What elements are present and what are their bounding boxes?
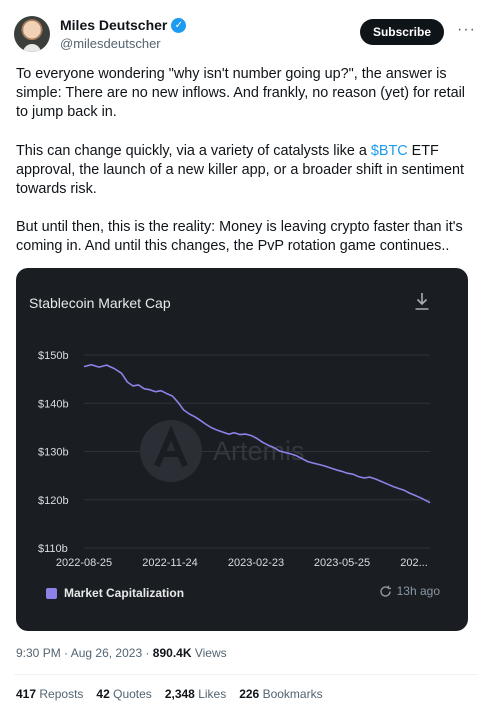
market-cap-series-line[interactable] bbox=[83, 363, 431, 504]
y-tick-label: $110b bbox=[38, 543, 68, 555]
engagement-stats: 417 Reposts 42 Quotes 2,348 Likes 226 Bo… bbox=[16, 687, 323, 701]
chart-legend[interactable]: Market Capitalization bbox=[46, 586, 184, 600]
author-handle[interactable]: @milesdeutscher bbox=[60, 36, 161, 51]
quotes-label: Quotes bbox=[113, 687, 152, 701]
more-options-icon[interactable]: ··· bbox=[457, 21, 476, 38]
bookmarks-count: 226 bbox=[239, 687, 260, 701]
views-label: Views bbox=[194, 646, 227, 660]
refresh-icon bbox=[379, 585, 391, 597]
likes-count: 2,348 bbox=[164, 687, 195, 701]
quotes-stat[interactable]: 42 Quotes bbox=[96, 687, 151, 701]
btc-cashtag-link[interactable]: $BTC bbox=[370, 142, 408, 159]
tweet-paragraph-3: But until then, this is the reality: Mon… bbox=[16, 219, 463, 255]
stablecoin-chart: Artemis $150b $140b $130b $120b $110b 2022-0… bbox=[38, 350, 431, 569]
tweet-paragraph-2: This can change quickly, via a variety o… bbox=[16, 142, 478, 200]
tweet-paragraph-1: To everyone wondering "why isn't number … bbox=[16, 66, 465, 121]
chart-title: Stablecoin Market Cap bbox=[29, 295, 171, 311]
y-tick-label: $140b bbox=[38, 398, 69, 410]
chart-card[interactable]: Stablecoin Market Cap Artemis $150b $140b… bbox=[16, 268, 468, 631]
avatar[interactable] bbox=[14, 16, 50, 52]
author-name-row[interactable]: Miles Deutscher ✓ bbox=[60, 17, 187, 34]
reposts-label: Reposts bbox=[39, 687, 84, 701]
subscribe-button[interactable]: Subscribe bbox=[359, 19, 444, 45]
bookmarks-label: Bookmarks bbox=[262, 687, 323, 701]
y-tick-label: $120b bbox=[38, 495, 69, 507]
x-tick-label: 2022-11-24 bbox=[142, 557, 197, 569]
verified-badge-icon: ✓ bbox=[171, 18, 187, 33]
tweet-header: Miles Deutscher ✓ @milesdeutscher Subscr… bbox=[14, 14, 478, 56]
tweet-text-segment: ETF approval, the launch of a new killer… bbox=[16, 142, 464, 198]
tweet-time[interactable]: 9:30 PM bbox=[16, 646, 61, 660]
watermark-text: Artemis bbox=[213, 436, 305, 466]
likes-stat[interactable]: 2,348 Likes bbox=[165, 687, 226, 701]
tweet-text: To everyone wondering "why isn't number … bbox=[16, 65, 478, 276]
bookmarks-stat[interactable]: 226 Bookmarks bbox=[239, 687, 322, 701]
y-tick-label: $150b bbox=[38, 350, 69, 362]
y-tick-label: $130b bbox=[38, 447, 69, 459]
x-tick-label: 2022-08-25 bbox=[56, 557, 112, 569]
updated-indicator[interactable]: 13h ago bbox=[379, 584, 440, 598]
tweet-text-segment: This can change quickly, via a variety o… bbox=[16, 142, 371, 159]
author-block: Miles Deutscher ✓ @milesdeutscher bbox=[60, 17, 187, 52]
tweet-meta: 9:30 PM · Aug 26, 2023 · 890.4K Views bbox=[16, 646, 227, 660]
views-count: 890.4K bbox=[152, 646, 192, 660]
author-display-name[interactable]: Miles Deutscher bbox=[60, 17, 168, 33]
likes-label: Likes bbox=[198, 687, 227, 701]
reposts-stat[interactable]: 417 Reposts bbox=[16, 687, 83, 701]
x-tick-label: 2023-02-23 bbox=[228, 557, 284, 569]
reposts-count: 417 bbox=[16, 687, 37, 701]
x-tick-label: 2023-05-25 bbox=[314, 557, 370, 569]
divider bbox=[14, 674, 478, 675]
x-tick-label: 202... bbox=[400, 557, 428, 569]
legend-swatch bbox=[46, 587, 57, 599]
updated-label: 13h ago bbox=[396, 584, 440, 598]
quotes-count: 42 bbox=[96, 687, 110, 701]
legend-label: Market Capitalization bbox=[64, 586, 185, 600]
artemis-watermark: Artemis bbox=[140, 420, 305, 482]
tweet-date[interactable]: Aug 26, 2023 bbox=[70, 646, 143, 660]
download-icon[interactable] bbox=[414, 292, 430, 312]
